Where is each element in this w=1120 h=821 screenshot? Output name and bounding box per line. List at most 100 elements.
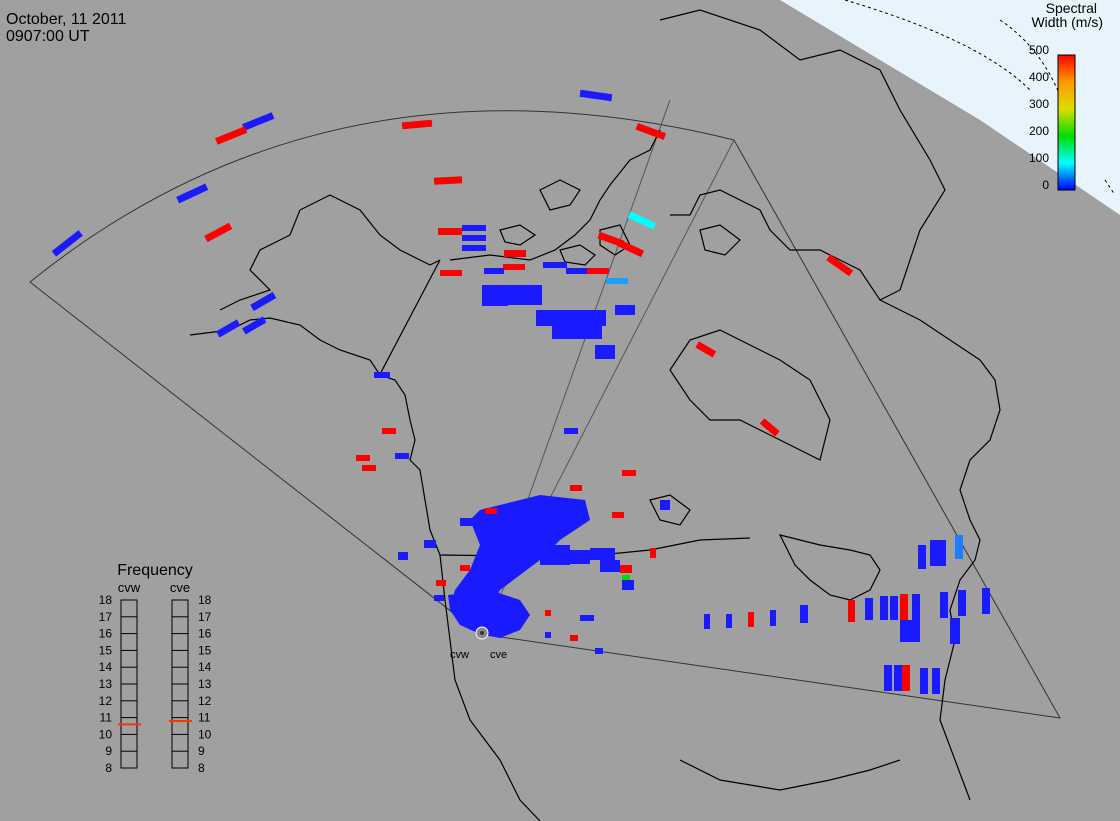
colorbar-tick: 200: [1029, 124, 1049, 138]
cell: [894, 665, 902, 691]
cell: [440, 270, 462, 276]
frequency-tick-left: 18: [99, 593, 113, 607]
frequency-tick-left: 8: [105, 761, 112, 775]
cell: [704, 614, 710, 629]
frequency-tick-left: 11: [100, 711, 113, 725]
cell: [401, 119, 433, 130]
cell: [902, 665, 910, 691]
station-label-west: cvw: [450, 649, 469, 661]
cell: [382, 428, 396, 434]
cell: [920, 668, 928, 694]
cell: [570, 635, 578, 641]
frequency-title: Frequency: [117, 562, 193, 579]
time-label: 0907:00 UT: [6, 28, 90, 45]
cell: [950, 618, 960, 644]
station-label-east: cve: [490, 649, 507, 661]
frequency-ticks-left: 18 17 16 15 14 13 12 11 10 9 8: [99, 593, 113, 775]
frequency-tick-right: 9: [198, 744, 205, 758]
cell: [650, 548, 656, 558]
cell: [462, 245, 486, 251]
frequency-tick-right: 18: [198, 593, 212, 607]
cell: [216, 319, 241, 338]
cell: [356, 455, 370, 461]
cell: [587, 268, 609, 274]
cell: [545, 610, 551, 616]
frequency-tick-right: 8: [198, 761, 205, 775]
cell: [503, 264, 525, 270]
cell: [485, 508, 497, 514]
cell: [580, 615, 594, 621]
colorbar-title-line1: Spectral: [1046, 0, 1097, 16]
cell: [620, 565, 632, 573]
cell: [617, 239, 645, 258]
cell: [938, 540, 946, 566]
cell: [940, 592, 948, 618]
cell: [564, 428, 578, 434]
frequency-cells: [121, 599, 188, 769]
cell-block: [600, 560, 620, 572]
cell: [884, 665, 892, 691]
fov-outline: [29, 110, 1061, 719]
cell: [242, 112, 275, 131]
cell: [982, 588, 990, 614]
cell: [695, 341, 717, 358]
coastlines: [189, 9, 1001, 821]
radar-station-dot: [480, 631, 484, 635]
cell: [460, 565, 470, 571]
cell: [462, 235, 486, 241]
cell: [374, 372, 390, 378]
cell: [424, 540, 436, 548]
cell: [597, 231, 625, 248]
cell: [438, 228, 462, 235]
frequency-east-label: cve: [170, 580, 190, 595]
cell: [176, 183, 209, 204]
frequency-tick-left: 15: [99, 643, 113, 657]
cell: [615, 305, 635, 315]
cell: [748, 612, 754, 627]
cell: [848, 600, 855, 622]
cell: [958, 590, 966, 616]
cell: [462, 225, 486, 231]
cell: [51, 230, 83, 257]
frequency-tick-right: 11: [198, 711, 211, 725]
cell: [606, 278, 628, 284]
cell: [570, 485, 582, 491]
frequency-tick-left: 17: [99, 610, 113, 624]
frequency-tick-left: 10: [99, 727, 113, 741]
frequency-tick-right: 12: [198, 694, 212, 708]
cell: [759, 418, 780, 437]
frequency-tick-right: 15: [198, 643, 212, 657]
cell: [436, 580, 446, 586]
cell-block: [570, 550, 590, 564]
cell: [433, 176, 463, 185]
frequency-tick-left: 14: [99, 660, 113, 674]
cell: [434, 595, 444, 601]
frequency-ticks-right: 18 17 16 15 14 13 12 11 10 9 8: [198, 593, 212, 775]
cell: [398, 552, 408, 560]
cell: [880, 596, 888, 620]
radar-data: [51, 89, 990, 694]
cell: [900, 594, 908, 620]
cell: [395, 453, 409, 459]
cell-block: [595, 345, 615, 359]
polar-region: [780, 0, 1120, 215]
frequency-panel: Frequency cvw cve 18 17 16 15 14 13 12 11 10 9 8 1…: [99, 562, 212, 775]
cell: [865, 598, 873, 620]
frequency-tick-left: 12: [99, 694, 113, 708]
cell: [890, 596, 898, 620]
latitude-circle-dotted: [844, 0, 1031, 91]
cell: [470, 580, 480, 586]
cell: [484, 268, 504, 274]
cell: [362, 465, 376, 471]
cell: [660, 500, 670, 510]
spectral-width-colorbar: Spectral Width (m/s) 500 400 300 200 100…: [1029, 0, 1103, 192]
cell: [770, 610, 776, 626]
cell: [612, 512, 624, 518]
cell: [242, 316, 267, 335]
cell: [204, 222, 233, 243]
cell: [826, 254, 854, 277]
cell: [622, 470, 636, 476]
cell: [955, 535, 963, 559]
colorbar-gradient: [1057, 54, 1076, 191]
